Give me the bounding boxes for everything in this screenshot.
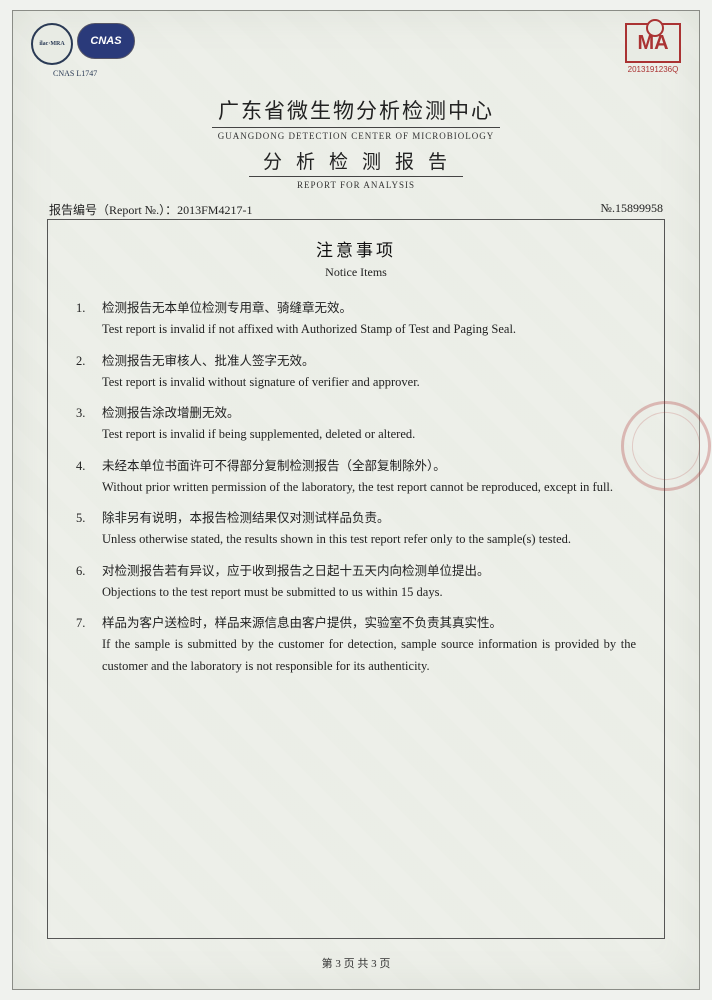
item-body: 除非另有说明，本报告检测结果仅对测试样品负责。Unless otherwise …	[102, 508, 636, 551]
item-body: 检测报告无审核人、批准人签字无效。Test report is invalid …	[102, 351, 636, 394]
item-body: 检测报告无本单位检测专用章、骑缝章无效。Test report is inval…	[102, 298, 636, 341]
notice-items: 1.检测报告无本单位检测专用章、骑缝章无效。Test report is inv…	[76, 298, 636, 677]
item-text-cn: 检测报告无审核人、批准人签字无效。	[102, 351, 636, 372]
item-text-cn: 除非另有说明，本报告检测结果仅对测试样品负责。	[102, 508, 636, 529]
report-number: 报告编号（Report №.）：2013FM4217-1	[49, 201, 252, 218]
item-number: 6.	[76, 561, 102, 604]
page: ilac·MRA CNAS CNAS L1747 MA 2013191236Q …	[12, 10, 700, 990]
serial-label: №.	[601, 201, 615, 215]
report-title-en: REPORT FOR ANALYSIS	[13, 180, 699, 190]
notice-title-en: Notice Items	[48, 265, 664, 280]
item-text-cn: 检测报告无本单位检测专用章、骑缝章无效。	[102, 298, 636, 319]
item-text-cn: 检测报告涂改增删无效。	[102, 403, 636, 424]
serial-number: №.15899958	[601, 201, 663, 218]
item-number: 1.	[76, 298, 102, 341]
notice-header: 注意事项 Notice Items	[48, 236, 664, 280]
item-number: 5.	[76, 508, 102, 551]
item-text-cn: 样品为客户送检时，样品来源信息由客户提供，实验室不负责其真实性。	[102, 613, 636, 634]
report-number-row: 报告编号（Report №.）：2013FM4217-1 №.15899958	[49, 201, 663, 218]
notice-item: 7.样品为客户送检时，样品来源信息由客户提供，实验室不负责其真实性。If the…	[76, 613, 636, 677]
item-text-en: If the sample is submitted by the custom…	[102, 634, 636, 677]
item-text-en: Test report is invalid if being suppleme…	[102, 424, 636, 445]
header: 广东省微生物分析检测中心 GUANGDONG DETECTION CENTER …	[13, 95, 699, 190]
report-number-label: 报告编号（Report №.）：	[49, 203, 177, 217]
org-title-en: GUANGDONG DETECTION CENTER OF MICROBIOLO…	[13, 131, 699, 141]
report-title-cn: 分析检测报告	[249, 147, 463, 177]
notice-item: 3.检测报告涂改增删无效。Test report is invalid if b…	[76, 403, 636, 446]
content-box: 注意事项 Notice Items 1.检测报告无本单位检测专用章、骑缝章无效。…	[47, 219, 665, 939]
item-text-en: Without prior written permission of the …	[102, 477, 636, 498]
item-number: 3.	[76, 403, 102, 446]
org-title-cn: 广东省微生物分析检测中心	[212, 95, 500, 128]
serial-value: 15899958	[615, 201, 663, 215]
notice-item: 4.未经本单位书面许可不得部分复制检测报告（全部复制除外）。Without pr…	[76, 456, 636, 499]
item-body: 检测报告涂改增删无效。Test report is invalid if bei…	[102, 403, 636, 446]
item-text-en: Test report is invalid if not affixed wi…	[102, 319, 636, 340]
logo-right-group: MA 2013191236Q	[625, 23, 681, 74]
report-number-value: 2013FM4217-1	[177, 203, 252, 217]
item-text-en: Test report is invalid without signature…	[102, 372, 636, 393]
item-body: 样品为客户送检时，样品来源信息由客户提供，实验室不负责其真实性。If the s…	[102, 613, 636, 677]
item-body: 对检测报告若有异议，应于收到报告之日起十五天内向检测单位提出。Objection…	[102, 561, 636, 604]
item-number: 7.	[76, 613, 102, 677]
cnas-code: CNAS L1747	[53, 69, 97, 78]
ma-code: 2013191236Q	[625, 65, 681, 74]
notice-item: 2.检测报告无审核人、批准人签字无效。Test report is invali…	[76, 351, 636, 394]
item-text-cn: 对检测报告若有异议，应于收到报告之日起十五天内向检测单位提出。	[102, 561, 636, 582]
notice-item: 5.除非另有说明，本报告检测结果仅对测试样品负责。Unless otherwis…	[76, 508, 636, 551]
notice-item: 6.对检测报告若有异议，应于收到报告之日起十五天内向检测单位提出。Objecti…	[76, 561, 636, 604]
notice-title-cn: 注意事项	[48, 236, 664, 261]
item-number: 2.	[76, 351, 102, 394]
item-text-cn: 未经本单位书面许可不得部分复制检测报告（全部复制除外）。	[102, 456, 636, 477]
item-text-en: Unless otherwise stated, the results sho…	[102, 529, 636, 550]
item-body: 未经本单位书面许可不得部分复制检测报告（全部复制除外）。Without prio…	[102, 456, 636, 499]
item-number: 4.	[76, 456, 102, 499]
ma-logo-icon: MA	[625, 23, 681, 63]
logo-row: ilac·MRA CNAS CNAS L1747 MA 2013191236Q	[31, 23, 681, 93]
page-footer: 第 3 页 共 3 页	[13, 955, 699, 971]
logo-left-group: ilac·MRA CNAS CNAS L1747	[31, 23, 135, 65]
ilac-logo-icon: ilac·MRA	[31, 23, 73, 65]
cnas-logo-icon: CNAS	[77, 23, 135, 59]
item-text-en: Objections to the test report must be su…	[102, 582, 636, 603]
notice-item: 1.检测报告无本单位检测专用章、骑缝章无效。Test report is inv…	[76, 298, 636, 341]
